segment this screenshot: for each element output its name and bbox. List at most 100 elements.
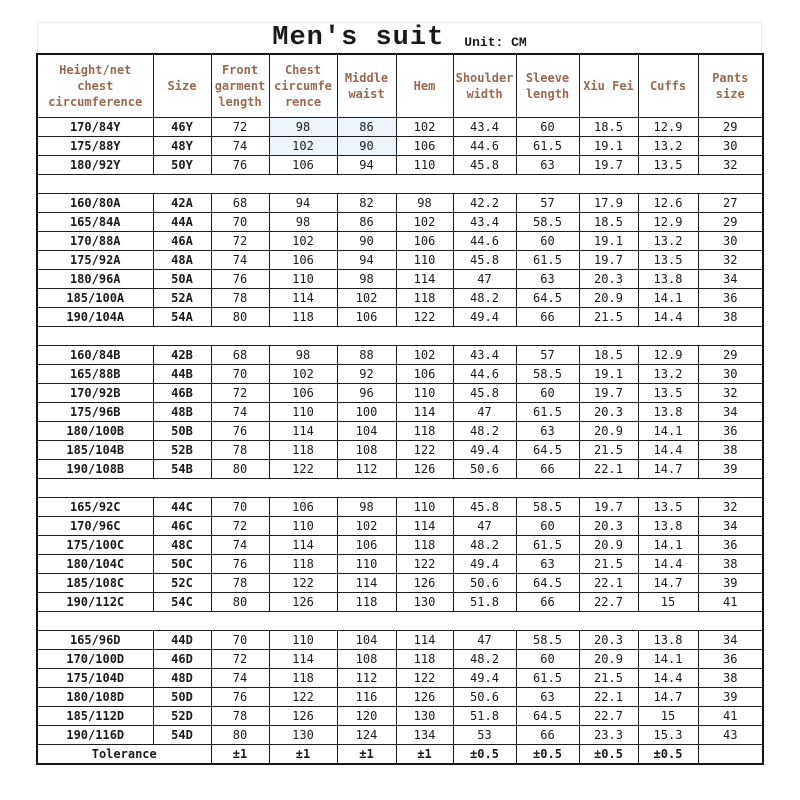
size-row-54A: 190/104A 54A 80 118 106 122 49.4 66 21.5 14.4 38 — [36, 307, 764, 327]
value-cell: 94 — [336, 155, 397, 175]
value-cell: 70 — [210, 212, 270, 232]
row-label-cell: 170/100D — [36, 649, 154, 669]
value-cell: 70 — [210, 497, 270, 517]
size-row-46C: 170/96C 46C 72 110 102 114 47 60 20.3 13.8 34 — [36, 516, 764, 536]
value-cell: 112 — [336, 668, 397, 688]
value-cell: 60 — [515, 383, 580, 403]
value-cell: 74 — [210, 136, 270, 156]
size-row-50C: 180/104C 50C 76 118 110 122 49.4 63 21.5 14.4 38 — [36, 554, 764, 574]
row-label-cell: 170/92B — [36, 383, 154, 403]
value-cell: 30 — [697, 364, 764, 384]
value-cell: 90 — [336, 136, 397, 156]
row-label-cell: 160/80A — [36, 193, 154, 213]
value-cell: 42.2 — [452, 193, 517, 213]
value-cell: 61.5 — [515, 668, 580, 688]
value-cell: 34 — [697, 630, 764, 650]
value-cell: 110 — [268, 269, 338, 289]
table-header: Height/net chest circumference Size Front … — [36, 53, 764, 118]
value-cell: 45.8 — [452, 155, 517, 175]
value-cell: 110 — [395, 250, 454, 270]
value-cell: 38 — [697, 668, 764, 688]
row-label-cell: 165/84A — [36, 212, 154, 232]
row-label-cell: 44C — [152, 497, 212, 517]
value-cell: 110 — [268, 516, 338, 536]
row-label-cell: 175/104D — [36, 668, 154, 688]
value-cell: 12.6 — [637, 193, 699, 213]
column-header: Chest circumfe rence — [268, 53, 338, 118]
row-label-cell: 48D — [152, 668, 212, 688]
value-cell: 19.7 — [578, 497, 639, 517]
value-cell: 38 — [697, 307, 764, 327]
size-row-46B: 170/92B 46B 72 106 96 110 45.8 60 19.7 13.5 32 — [36, 383, 764, 403]
size-row-46Y: 170/84Y 46Y 72 98 86 102 43.4 60 18.5 12.9 29 — [36, 117, 764, 137]
value-cell: 51.8 — [452, 592, 517, 612]
value-cell: 66 — [515, 592, 580, 612]
value-cell: 106 — [268, 497, 338, 517]
value-cell: 13.8 — [637, 269, 699, 289]
column-header: Middle waist — [336, 53, 397, 118]
value-cell: 38 — [697, 554, 764, 574]
value-cell: 21.5 — [578, 440, 639, 460]
value-cell: 20.9 — [578, 421, 639, 441]
value-cell: 106 — [336, 535, 397, 555]
value-cell: 38 — [697, 440, 764, 460]
value-cell: 126 — [395, 459, 454, 479]
tolerance-cell: ±0.5 — [515, 744, 580, 765]
row-label-cell: 48B — [152, 402, 212, 422]
value-cell: 74 — [210, 535, 270, 555]
value-cell: 14.7 — [637, 573, 699, 593]
tolerance-cell: ±0.5 — [637, 744, 699, 765]
tolerance-row: Tolerance ±1 ±1 ±1 ±1 ±0.5 ±0.5 ±0.5 ±0.5 — [36, 744, 764, 765]
tolerance-cell — [697, 744, 764, 765]
value-cell: 19.7 — [578, 383, 639, 403]
value-cell: 102 — [268, 136, 338, 156]
value-cell: 34 — [697, 516, 764, 536]
size-row-44D: 165/96D 44D 70 110 104 114 47 58.5 20.3 13.8 34 — [36, 630, 764, 650]
value-cell: 94 — [336, 250, 397, 270]
value-cell: 118 — [268, 440, 338, 460]
value-cell: 96 — [336, 383, 397, 403]
column-header: Sleeve length — [515, 53, 580, 118]
value-cell: 98 — [336, 497, 397, 517]
value-cell: 102 — [336, 516, 397, 536]
value-cell: 48.2 — [452, 649, 517, 669]
value-cell: 118 — [395, 288, 454, 308]
row-label-cell: 52B — [152, 440, 212, 460]
value-cell: 88 — [336, 345, 397, 365]
value-cell: 126 — [395, 573, 454, 593]
value-cell: 19.1 — [578, 136, 639, 156]
value-cell: 114 — [395, 269, 454, 289]
value-cell: 72 — [210, 649, 270, 669]
row-label-cell: 52C — [152, 573, 212, 593]
size-row-48C: 175/100C 48C 74 114 106 118 48.2 61.5 20.9 14.1 36 — [36, 535, 764, 555]
size-row-44C: 165/92C 44C 70 106 98 110 45.8 58.5 19.7 13.5 32 — [36, 497, 764, 517]
value-cell: 20.3 — [578, 630, 639, 650]
value-cell: 50.6 — [452, 573, 517, 593]
value-cell: 78 — [210, 288, 270, 308]
value-cell: 43.4 — [452, 117, 517, 137]
value-cell: 50.6 — [452, 687, 517, 707]
tolerance-label: Tolerance — [36, 744, 212, 765]
value-cell: 120 — [336, 706, 397, 726]
value-cell: 14.1 — [637, 535, 699, 555]
value-cell: 110 — [268, 630, 338, 650]
value-cell: 13.8 — [637, 402, 699, 422]
row-label-cell: 180/96A — [36, 269, 154, 289]
value-cell: 14.7 — [637, 687, 699, 707]
value-cell: 30 — [697, 231, 764, 251]
value-cell: 80 — [210, 459, 270, 479]
value-cell: 110 — [395, 497, 454, 517]
value-cell: 102 — [395, 345, 454, 365]
value-cell: 114 — [268, 649, 338, 669]
value-cell: 122 — [268, 573, 338, 593]
row-label-cell: 175/88Y — [36, 136, 154, 156]
size-row-44A: 165/84A 44A 70 98 86 102 43.4 58.5 18.5 12.9 29 — [36, 212, 764, 232]
group-spacer-cell — [36, 326, 764, 346]
value-cell: 80 — [210, 592, 270, 612]
value-cell: 32 — [697, 155, 764, 175]
row-label-cell: 160/84B — [36, 345, 154, 365]
row-label-cell: 50Y — [152, 155, 212, 175]
value-cell: 17.9 — [578, 193, 639, 213]
size-row-50B: 180/100B 50B 76 114 104 118 48.2 63 20.9 14.1 36 — [36, 421, 764, 441]
value-cell: 22.7 — [578, 592, 639, 612]
